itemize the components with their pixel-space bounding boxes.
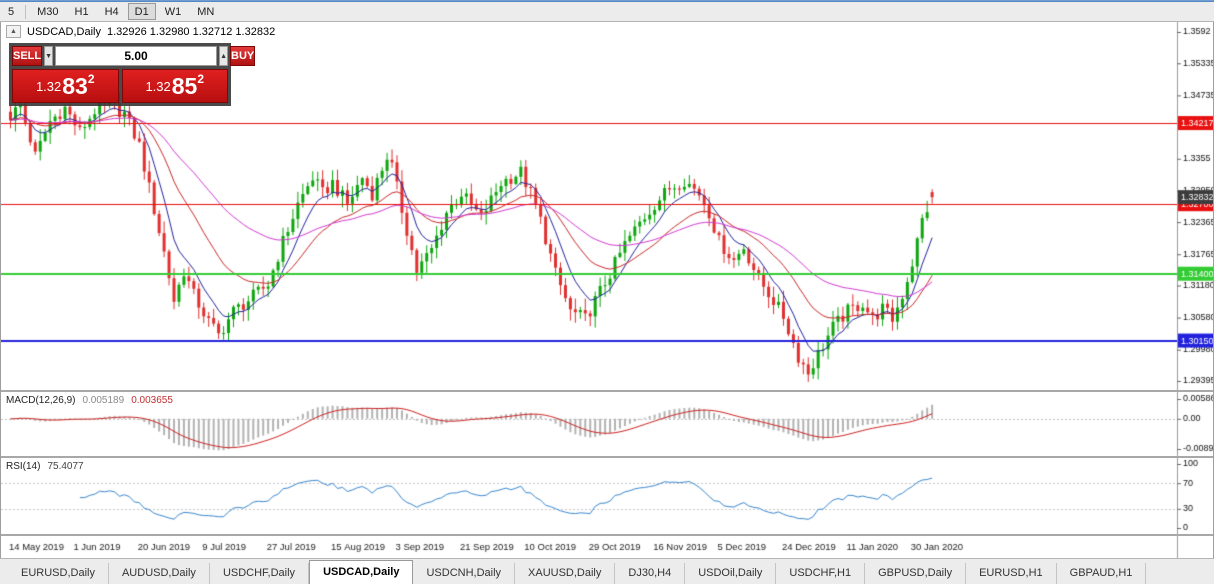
symbol-tab-usdoil[interactable]: USDOil,Daily <box>685 563 777 584</box>
panel-splitter[interactable] <box>1 534 1213 536</box>
chart-symbol-label: USDCAD,Daily <box>27 25 101 38</box>
symbol-tab-gbpaud[interactable]: GBPAUD,H1 <box>1057 563 1147 584</box>
sell-price-pip: 2 <box>87 72 95 86</box>
symbol-tab-eurusd[interactable]: EURUSD,H1 <box>966 563 1057 584</box>
chart-window: ▲ USDCAD,Daily 1.32926 1.32980 1.32712 1… <box>0 22 1214 558</box>
symbol-tab-usdchf[interactable]: USDCHF,H1 <box>776 563 866 584</box>
buy-price-big: 85 <box>171 72 198 99</box>
symbol-tab-xauusd[interactable]: XAUUSD,Daily <box>515 563 616 584</box>
symbol-tabbar: EURUSD,Daily AUDUSD,Daily USDCHF,Daily USDC… <box>0 558 1214 584</box>
one-click-trade-panel: SELL ▼ ▲ BUY 1.32 83 2 1.32 85 2 <box>9 43 256 106</box>
volume-input[interactable] <box>55 46 218 66</box>
symbol-tab-eurusd[interactable]: EURUSD,Daily <box>8 563 109 584</box>
one-click-toggle-icon[interactable]: ▲ <box>6 25 21 38</box>
sell-button[interactable]: SELL <box>12 46 43 66</box>
timeframe-mn[interactable]: MN <box>190 3 221 20</box>
symbol-tab-gbpusd[interactable]: GBPUSD,Daily <box>865 563 967 584</box>
volume-increase-icon[interactable]: ▲ <box>219 46 228 66</box>
chart-ohlc-values: 1.32926 1.32980 1.32712 1.32832 <box>106 25 276 38</box>
volume-decrease-icon[interactable]: ▼ <box>44 46 54 66</box>
sell-price-big: 83 <box>62 72 88 99</box>
symbol-tab-usdcnh[interactable]: USDCNH,Daily <box>413 563 516 584</box>
symbol-tab-usdchf[interactable]: USDCHF,Daily <box>210 563 310 584</box>
date-axis-canvas <box>1 536 1213 558</box>
timeframe-toolbar: 5 M30 H1 H4 D1 W1 MN <box>0 2 1214 22</box>
panel-splitter[interactable] <box>1 456 1213 458</box>
symbol-tab-dj30[interactable]: DJ30,H4 <box>615 563 686 584</box>
rsi-canvas[interactable] <box>1 458 1213 534</box>
buy-price-button[interactable]: 1.32 85 2 <box>121 69 228 103</box>
timeframe-h1[interactable]: H1 <box>68 3 96 20</box>
panel-splitter[interactable] <box>1 390 1213 392</box>
timeframe-d1[interactable]: D1 <box>127 3 156 20</box>
sell-price-prefix: 1.32 <box>35 78 62 94</box>
symbol-tab-audusd[interactable]: AUDUSD,Daily <box>109 563 210 584</box>
chart-title: ▲ USDCAD,Daily 1.32926 1.32980 1.32712 1… <box>6 25 275 38</box>
symbol-tab-usdcad[interactable]: USDCAD,Daily <box>309 560 414 584</box>
macd-canvas[interactable] <box>1 392 1213 456</box>
buy-price-pip: 2 <box>197 72 205 86</box>
timeframe-m30[interactable]: M30 <box>30 3 65 20</box>
timeframe-w1[interactable]: W1 <box>158 3 189 20</box>
sell-price-button[interactable]: 1.32 83 2 <box>12 69 119 103</box>
window-top-edge <box>0 0 1214 2</box>
buy-price-prefix: 1.32 <box>145 78 171 94</box>
toolbar-separator <box>25 4 27 19</box>
timeframe-5[interactable]: 5 <box>1 3 21 20</box>
buy-button[interactable]: BUY <box>230 46 256 66</box>
timeframe-h4[interactable]: H4 <box>98 3 126 20</box>
